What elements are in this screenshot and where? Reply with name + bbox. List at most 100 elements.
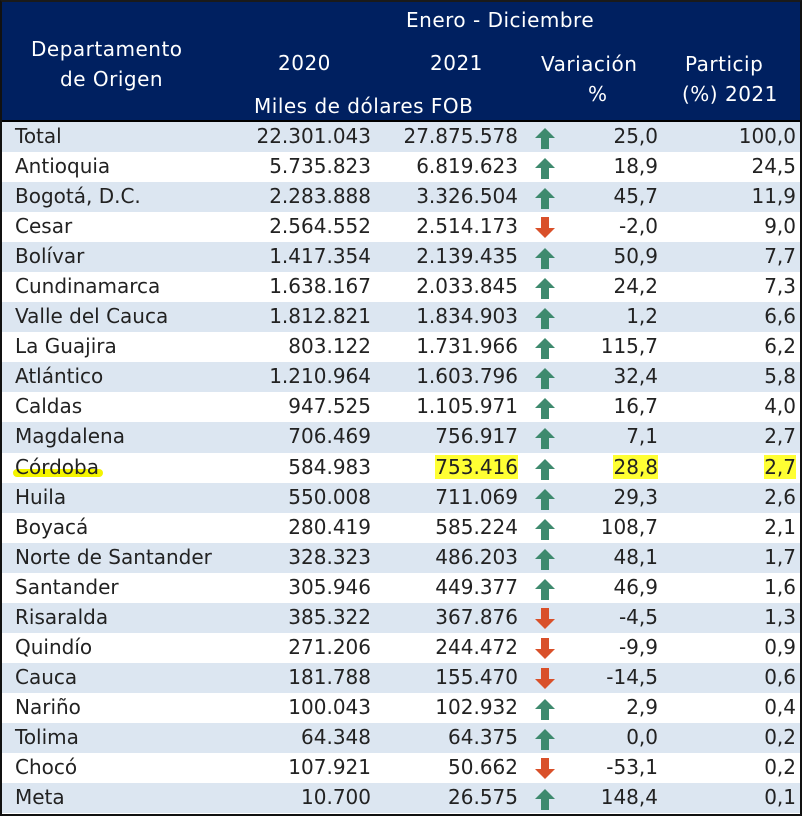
- value-2020: 1.210.964: [269, 364, 371, 389]
- department-name: Quindío: [15, 634, 93, 659]
- arrow-up-icon: [534, 458, 556, 480]
- arrow-down-icon: [534, 667, 556, 690]
- table-row-department: Bolívar 1.417.354 2.139.435 50,9 7,7: [2, 242, 800, 273]
- share-percent: 0,1: [764, 785, 796, 810]
- table-row-department: Tolima 64.348 64.375 0,0 0,2: [2, 722, 800, 753]
- department-name: Nariño: [15, 694, 81, 719]
- share-percent: 2,7: [764, 424, 796, 449]
- variation-percent: 46,9: [613, 574, 658, 599]
- value-2020: 947.525: [288, 394, 371, 419]
- arrow-up-icon: [534, 367, 556, 390]
- table-row-department: Norte de Santander 328.323 486.203 48,1 …: [2, 542, 800, 573]
- table-row-department: Quindío 271.206 244.472 -9,9 0,9: [2, 633, 800, 663]
- table-row-department: Cundinamarca 1.638.167 2.033.845 24,2 7,…: [2, 272, 800, 302]
- share-percent: 0,9: [764, 634, 796, 659]
- value-2021: 26.575: [448, 785, 518, 810]
- department-name: La Guajira: [15, 334, 117, 359]
- variation-percent: 50,9: [613, 244, 658, 269]
- value-2020: 64.348: [301, 724, 371, 749]
- share-header-line2: (%) 2021: [682, 82, 778, 106]
- variation-percent: 16,7: [613, 394, 658, 419]
- value-2020: 271.206: [288, 634, 371, 659]
- department-name: Risaralda: [15, 604, 109, 629]
- value-2021: 1.105.971: [416, 394, 518, 419]
- share-percent: 0,4: [764, 694, 796, 719]
- table-body: Total 22.301.043 27.875.578 25,0 100,0 A…: [2, 122, 800, 814]
- table-row-department: Boyacá 280.419 585.224 108,7 2,1: [2, 513, 800, 543]
- department-name: Córdoba: [15, 454, 99, 479]
- share-percent: 0,2: [764, 754, 796, 779]
- variation-percent: 18,9: [613, 154, 658, 179]
- department-name: Cauca: [15, 664, 78, 689]
- department-name: Caldas: [15, 394, 83, 419]
- value-2021: 6.819.623: [416, 154, 518, 179]
- department-name: Meta: [15, 785, 65, 810]
- variation-percent: -2,0: [618, 214, 658, 239]
- variation-percent: 7,1: [626, 424, 658, 449]
- share-percent: 2,7: [764, 454, 796, 479]
- table-row-department: Nariño 100.043 102.932 2,9 0,4: [2, 693, 800, 723]
- arrow-down-icon: [534, 757, 556, 780]
- value-2021: 155.470: [435, 664, 518, 689]
- share-percent: 2,6: [764, 484, 796, 509]
- department-name: Boyacá: [15, 514, 89, 539]
- table-row-department: Córdoba 584.983 753.416 28,8 2,7: [2, 453, 800, 483]
- department-name: Atlántico: [15, 364, 104, 389]
- value-2020: 1.812.821: [269, 304, 371, 329]
- table-row-department: Magdalena 706.469 756.917 7,1 2,7: [2, 422, 800, 453]
- variation-percent: 29,3: [613, 484, 658, 509]
- arrow-up-icon: [534, 127, 556, 149]
- share-percent: 11,9: [751, 184, 796, 209]
- value-2020: 181.788: [288, 664, 371, 689]
- department-header-line1: Departamento: [31, 37, 183, 61]
- value-2020: 385.322: [288, 604, 371, 629]
- value-2020: 1.638.167: [269, 274, 371, 299]
- year-2021-header: 2021: [430, 51, 483, 75]
- arrow-up-icon: [534, 548, 556, 570]
- value-2020: 5.735.823: [269, 154, 371, 179]
- value-2020: 10.700: [301, 785, 371, 810]
- arrow-up-icon: [534, 518, 556, 540]
- table-row-department: Chocó 107.921 50.662 -53,1 0,2: [2, 753, 800, 783]
- arrow-up-icon: [534, 578, 556, 600]
- department-name: Valle del Cauca: [15, 304, 169, 329]
- table-row-department: La Guajira 803.122 1.731.966 115,7 6,2: [2, 332, 800, 362]
- department-name: Total: [15, 124, 62, 148]
- value-2020: 305.946: [288, 574, 371, 599]
- value-2021: 585.224: [435, 514, 518, 539]
- value-2021: 756.917: [435, 424, 518, 449]
- units-label: Miles de dólares FOB: [254, 94, 474, 118]
- variation-percent: 0,0: [626, 724, 658, 749]
- variation-percent: 24,2: [613, 274, 658, 299]
- value-2021: 244.472: [435, 634, 518, 659]
- variation-percent: -9,9: [618, 634, 658, 659]
- period-label: Enero - Diciembre: [406, 8, 595, 32]
- value-2021: 486.203: [435, 544, 518, 569]
- arrow-up-icon: [534, 157, 556, 180]
- department-header-line2: de Origen: [60, 67, 164, 91]
- value-2021: 50.662: [448, 754, 518, 779]
- share-percent: 7,3: [764, 274, 796, 299]
- variation-percent: 45,7: [613, 184, 658, 209]
- arrow-up-icon: [534, 307, 556, 330]
- value-2021: 3.326.504: [416, 184, 518, 209]
- department-name: Cesar: [15, 214, 73, 239]
- department-name: Cundinamarca: [15, 274, 161, 299]
- department-name: Huila: [15, 484, 67, 509]
- table-row-department: Meta 10.700 26.575 148,4 0,1: [2, 783, 800, 814]
- share-percent: 100,0: [738, 124, 796, 148]
- variation-percent: 25,0: [613, 124, 658, 148]
- variation-header-line1: Variación: [541, 52, 638, 76]
- variation-percent: 108,7: [600, 514, 658, 539]
- value-2020: 706.469: [288, 424, 371, 449]
- variation-percent: 1,2: [626, 304, 658, 329]
- share-percent: 1,7: [764, 544, 796, 569]
- arrow-up-icon: [534, 277, 556, 300]
- arrow-down-icon: [534, 607, 556, 630]
- table-row-department: Atlántico 1.210.964 1.603.796 32,4 5,8: [2, 362, 800, 393]
- share-percent: 4,0: [764, 394, 796, 419]
- table-row-department: Risaralda 385.322 367.876 -4,5 1,3: [2, 602, 800, 633]
- arrow-up-icon: [534, 337, 556, 360]
- value-2021: 1.731.966: [416, 334, 518, 359]
- value-2021: 1.603.796: [416, 364, 518, 389]
